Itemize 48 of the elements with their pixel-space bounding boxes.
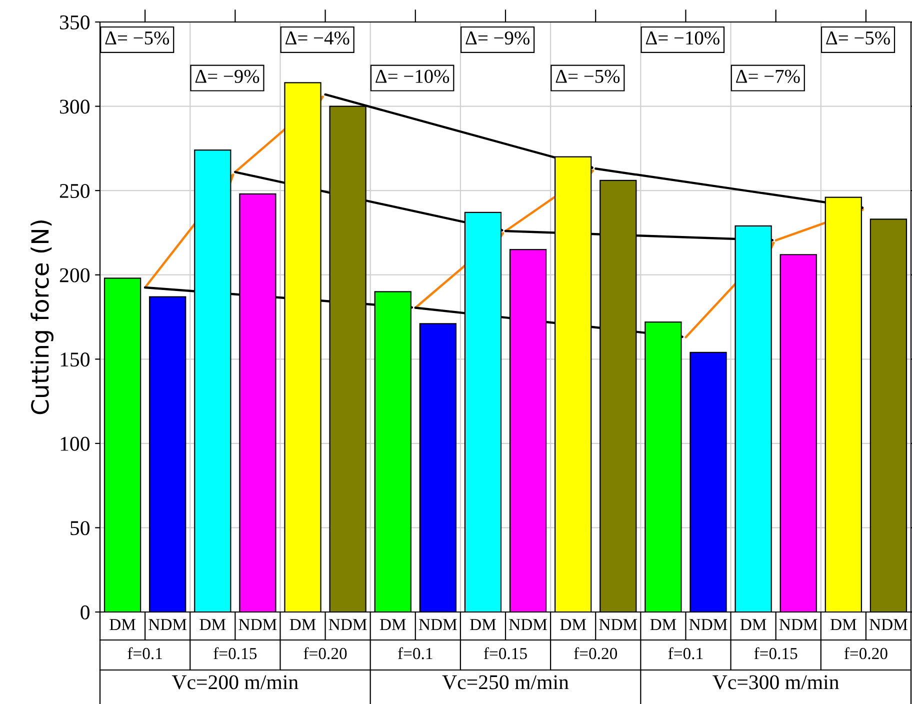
x-tick-label: NDM <box>779 619 818 630</box>
annotation: Δ= −5% <box>105 31 170 45</box>
annotation: Δ= −5% <box>826 31 890 45</box>
x-tick-label: NDM <box>509 619 547 630</box>
text: f=0.15 <box>484 647 527 660</box>
x-tick-label: DM <box>200 619 226 630</box>
annotation: Δ= −10% <box>646 31 720 45</box>
y-tick-label: 0 <box>80 605 90 620</box>
x-tick-label: DM <box>290 619 316 630</box>
y-tick-label: 350 <box>60 15 90 30</box>
x-tick-label: DM <box>650 619 676 630</box>
text: f=0.15 <box>214 647 257 660</box>
annotation: Δ= −5% <box>556 70 620 83</box>
y-axis-title: Cutting force (N) <box>30 220 54 414</box>
annotation: Δ= −10% <box>376 70 450 83</box>
y-tick-label: 200 <box>60 268 90 282</box>
text: Vc=250 m/min <box>442 675 569 690</box>
x-tick-label: DM <box>560 619 586 630</box>
text: f=0.1 <box>668 647 703 660</box>
x-tick-label: DM <box>470 619 496 630</box>
x-tick-label: NDM <box>238 619 277 630</box>
annotation: Δ= −9% <box>195 70 260 83</box>
x-tick-label: NDM <box>689 619 728 630</box>
y-tick-label: 50 <box>70 521 90 536</box>
y-tick-label: 100 <box>60 436 90 451</box>
x-tick-label: NDM <box>328 619 367 630</box>
x-tick-label: NDM <box>418 619 457 630</box>
y-tick-label: 150 <box>60 352 90 367</box>
x-tick-label: NDM <box>148 619 187 630</box>
x-tick-label: DM <box>110 619 136 630</box>
text: f=0.20 <box>574 647 618 660</box>
x-tick-label: DM <box>380 619 406 630</box>
x-tick-label: NDM <box>599 619 638 630</box>
annotation: Δ= −7% <box>736 70 800 83</box>
annotation: Δ= −9% <box>466 31 530 45</box>
x-tick-label: DM <box>740 619 766 630</box>
y-tick-label: 250 <box>60 184 90 198</box>
x-tick-label: DM <box>830 619 856 630</box>
y-tick-label: 300 <box>60 100 90 114</box>
text: f=0.1 <box>398 647 432 660</box>
x-tick-label: NDM <box>870 619 908 630</box>
text: Vc=200 m/min <box>172 675 298 690</box>
text: f=0.20 <box>304 647 347 660</box>
text: f=0.1 <box>128 647 162 660</box>
annotation: Δ= −4% <box>285 31 350 45</box>
text: f=0.20 <box>844 647 888 660</box>
text: Vc=300 m/min <box>712 675 839 690</box>
text: f=0.15 <box>754 647 798 660</box>
